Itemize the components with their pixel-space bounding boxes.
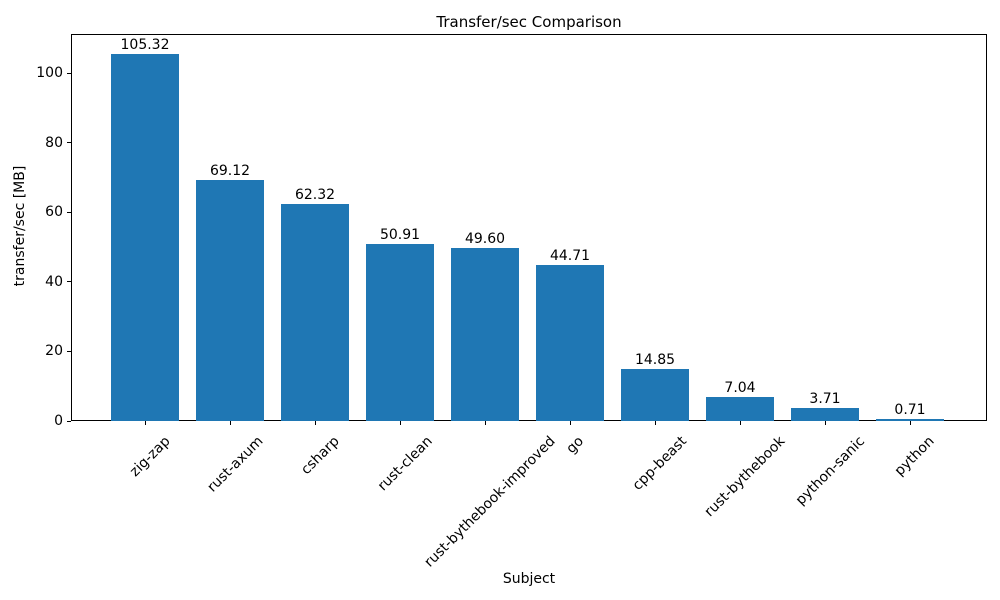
y-tick-label: 0	[54, 413, 63, 429]
x-tick-label: rust-axum	[203, 433, 266, 496]
x-tick-mark	[910, 421, 911, 425]
chart-title: Transfer/sec Comparison	[436, 13, 622, 31]
x-tick-mark	[315, 421, 316, 425]
x-tick-mark	[485, 421, 486, 425]
bar-value-label: 105.32	[120, 37, 170, 54]
x-tick-mark	[825, 421, 826, 425]
y-tick-label: 40	[45, 273, 63, 290]
bar	[366, 243, 434, 421]
x-tick-label: rust-bythebook	[701, 433, 789, 521]
x-tick-mark	[740, 421, 741, 425]
x-tick-mark	[400, 421, 401, 425]
bar	[791, 408, 859, 421]
y-tick-mark	[67, 211, 71, 213]
x-tick-label: zig-zap	[126, 433, 174, 480]
y-tick-mark	[67, 420, 71, 422]
x-tick-mark	[655, 421, 656, 425]
y-tick-label: 80	[45, 134, 63, 151]
bar-value-label: 7.04	[724, 379, 756, 396]
x-tick-mark	[230, 421, 231, 425]
x-tick-label: go	[563, 433, 588, 457]
x-tick-label: csharp	[297, 433, 343, 478]
bar	[876, 418, 944, 421]
bar-value-label: 44.71	[549, 248, 591, 265]
bar-value-label: 69.12	[209, 163, 251, 180]
y-tick-mark	[67, 281, 71, 283]
bar	[621, 369, 689, 421]
y-tick-mark	[67, 350, 71, 352]
y-tick-mark	[67, 72, 71, 74]
bar	[196, 180, 264, 421]
bar-value-label: 50.91	[379, 226, 421, 243]
y-tick-label: 20	[45, 343, 63, 360]
x-axis-label: Subject	[502, 571, 556, 587]
bar	[706, 396, 774, 421]
x-tick-mark	[570, 421, 571, 425]
x-tick-label: rust-bythebook-improved	[421, 433, 559, 571]
x-tick-label: cpp-beast	[630, 433, 691, 494]
y-axis-label: transfer/sec [MB]	[12, 165, 28, 287]
y-tick-label: 100	[36, 65, 63, 81]
bar	[281, 204, 349, 421]
bar	[451, 248, 519, 421]
bar-value-label: 14.85	[634, 352, 676, 369]
bar-value-label: 3.71	[809, 391, 841, 408]
bar-value-label: 0.71	[894, 401, 926, 418]
y-tick-label: 60	[45, 204, 63, 221]
bar-value-label: 49.60	[464, 231, 506, 248]
x-tick-label: rust-clean	[374, 433, 436, 495]
y-tick-mark	[67, 142, 71, 144]
x-tick-label: python	[892, 433, 938, 480]
x-tick-label: python-sanic	[792, 433, 868, 509]
x-tick-mark	[145, 421, 146, 425]
bar-value-label: 62.32	[294, 187, 336, 204]
bar	[536, 265, 604, 421]
bar	[111, 54, 179, 421]
